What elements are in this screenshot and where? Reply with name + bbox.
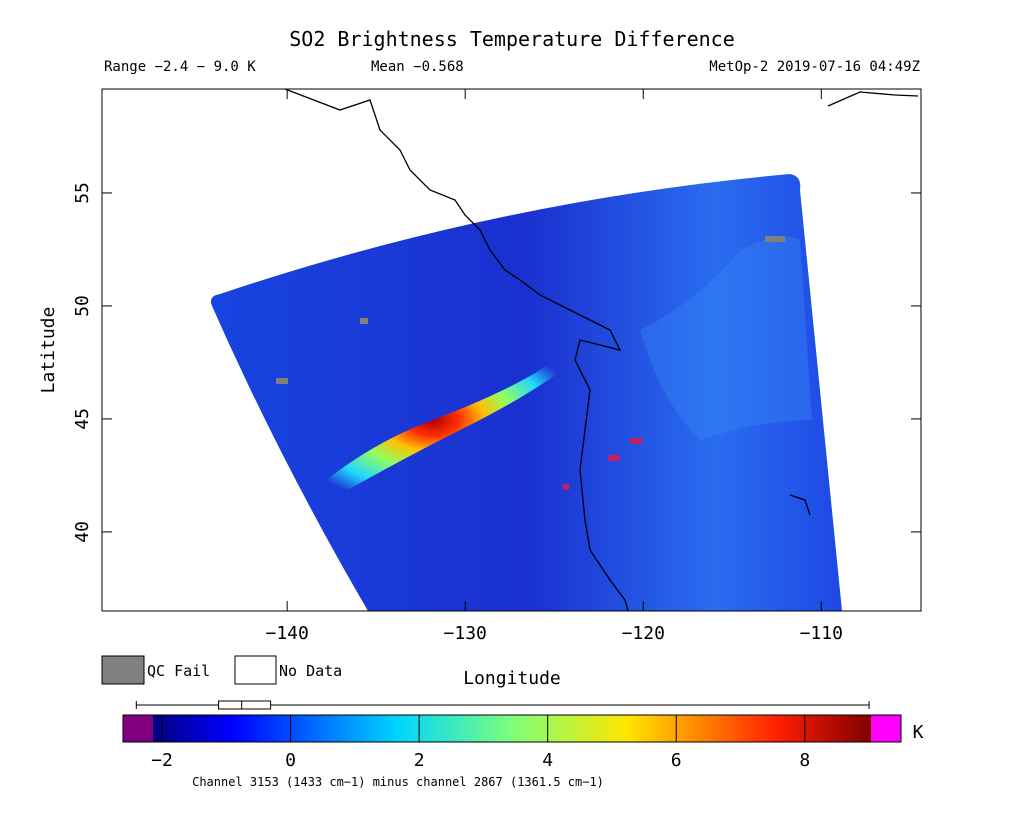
- legend-swatch: [234, 655, 277, 685]
- colorbar-scale: −2 0 2 4 6 8: [135, 700, 870, 771]
- map-frame: [101, 88, 922, 612]
- x-tick-label: −130: [444, 623, 487, 644]
- x-tick-label: −120: [622, 623, 665, 644]
- colorbar-tick-label: 0: [285, 750, 296, 771]
- qc-fail-pixel: [765, 236, 785, 242]
- box: [218, 700, 272, 710]
- colorbar-unit: K: [913, 722, 924, 743]
- y-tick-label: 40: [72, 521, 93, 543]
- colorbar-under: [123, 715, 153, 742]
- title: SO2 Brightness Temperature Difference: [289, 27, 735, 51]
- colorbar-tick-label: 4: [542, 750, 553, 771]
- legend-label: QC Fail: [147, 662, 210, 680]
- x-tick-label: −140: [265, 623, 308, 644]
- qc-fail-pixel: [360, 318, 368, 324]
- legend-swatch: [101, 655, 145, 685]
- x-tick-label: −110: [800, 623, 843, 644]
- hot-pixel: [563, 484, 569, 490]
- colorbar: [153, 715, 871, 742]
- coastline: [284, 89, 629, 611]
- mean-text: Mean −0.568: [371, 59, 464, 75]
- hot-pixel: [630, 438, 642, 444]
- footnote: Channel 3153 (1433 cm−1) minus channel 2…: [192, 775, 604, 789]
- y-axis-label: Latitude: [38, 307, 59, 394]
- coastline: [827, 91, 919, 107]
- map: [211, 89, 919, 611]
- y-tick-label: 50: [72, 295, 93, 317]
- swath-band: [640, 236, 812, 440]
- colorbar-frame: [122, 714, 902, 743]
- range-text: Range −2.4 − 9.0 K: [104, 59, 256, 75]
- plume: [312, 340, 580, 500]
- source-text: MetOp-2 2019-07-16 04:49Z: [709, 59, 920, 75]
- x-axis-label: Longitude: [463, 668, 561, 689]
- axes: −140 −130 −120 −110 40 45 50 55: [72, 89, 921, 644]
- colorbar-tick-label: 6: [671, 750, 682, 771]
- colorbar-over: [871, 715, 901, 742]
- y-tick-label: 45: [72, 408, 93, 430]
- colorbar-tick-label: 8: [799, 750, 810, 771]
- colorbar-tick-label: 2: [414, 750, 425, 771]
- qc-fail-pixel: [276, 378, 288, 384]
- hot-pixel: [608, 455, 620, 461]
- y-tick-label: 55: [72, 182, 93, 204]
- legend-label: No Data: [279, 662, 342, 680]
- coastline: [789, 494, 811, 516]
- colorbar-tick-label: −2: [151, 750, 173, 771]
